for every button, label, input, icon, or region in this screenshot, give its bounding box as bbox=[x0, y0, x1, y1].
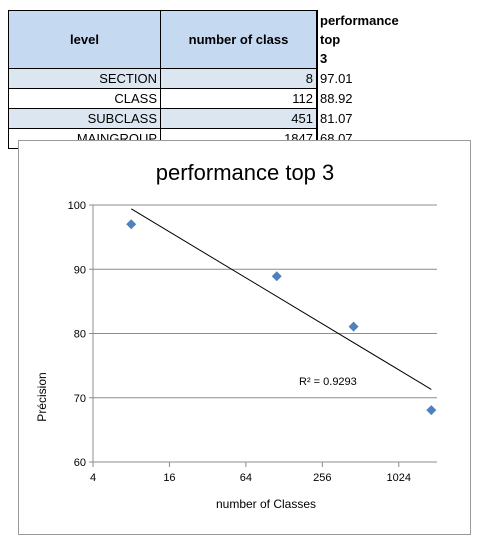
table-row: SECTION 8 97.01 bbox=[9, 69, 318, 89]
cell-performance: 97.01 bbox=[317, 69, 318, 89]
x-tick-label: 1024 bbox=[387, 472, 411, 484]
y-tick-label: 100 bbox=[68, 200, 86, 212]
data-table: level number of class performance top 3 … bbox=[8, 10, 318, 149]
y-tick-labels: 60 70 80 90 100 bbox=[68, 200, 86, 469]
cell-level: SUBCLASS bbox=[9, 109, 161, 129]
x-axis-label: number of Classes bbox=[216, 497, 316, 511]
y-axis-label: Précision bbox=[35, 372, 49, 421]
x-tick-label: 4 bbox=[90, 472, 96, 484]
data-point bbox=[349, 322, 359, 332]
gridlines bbox=[93, 205, 437, 398]
cell-level: SECTION bbox=[9, 69, 161, 89]
table-header-row: level number of class performance top 3 bbox=[9, 11, 318, 69]
data-table-container: level number of class performance top 3 … bbox=[8, 10, 317, 149]
scatter-chart: performance top 3 60 70 80 90 100 4 16 64 256 10… bbox=[19, 141, 470, 534]
trendline bbox=[131, 209, 431, 390]
cell-number-of-class: 8 bbox=[161, 69, 317, 89]
x-tick-labels: 4 16 64 256 1024 bbox=[90, 472, 411, 484]
cell-number-of-class: 112 bbox=[161, 89, 317, 109]
x-tick-label: 64 bbox=[240, 472, 252, 484]
y-tick-label: 70 bbox=[74, 393, 86, 405]
axes bbox=[89, 205, 437, 467]
y-tick-label: 90 bbox=[74, 264, 86, 276]
cell-level: CLASS bbox=[9, 89, 161, 109]
data-point bbox=[426, 405, 436, 415]
data-points bbox=[126, 219, 436, 415]
trendline-line bbox=[131, 209, 431, 390]
cell-performance: 81.07 bbox=[317, 109, 318, 129]
data-point bbox=[272, 271, 282, 281]
chart-title: performance top 3 bbox=[156, 160, 335, 185]
x-tick-label: 16 bbox=[163, 472, 175, 484]
table-row: CLASS 112 88.92 bbox=[9, 89, 318, 109]
r2-annotation: R² = 0.9293 bbox=[299, 376, 357, 388]
table-row: SUBCLASS 451 81.07 bbox=[9, 109, 318, 129]
y-tick-label: 60 bbox=[74, 457, 86, 469]
header-level: level bbox=[9, 11, 161, 69]
data-point bbox=[126, 219, 136, 229]
chart-frame: performance top 3 60 70 80 90 100 4 16 64 256 10… bbox=[18, 140, 471, 535]
x-tick-label: 256 bbox=[313, 472, 331, 484]
cell-number-of-class: 451 bbox=[161, 109, 317, 129]
y-tick-label: 80 bbox=[74, 329, 86, 341]
header-number-of-class: number of class bbox=[161, 11, 317, 69]
header-performance-top-3: performance top 3 bbox=[317, 11, 318, 69]
cell-performance: 88.92 bbox=[317, 89, 318, 109]
